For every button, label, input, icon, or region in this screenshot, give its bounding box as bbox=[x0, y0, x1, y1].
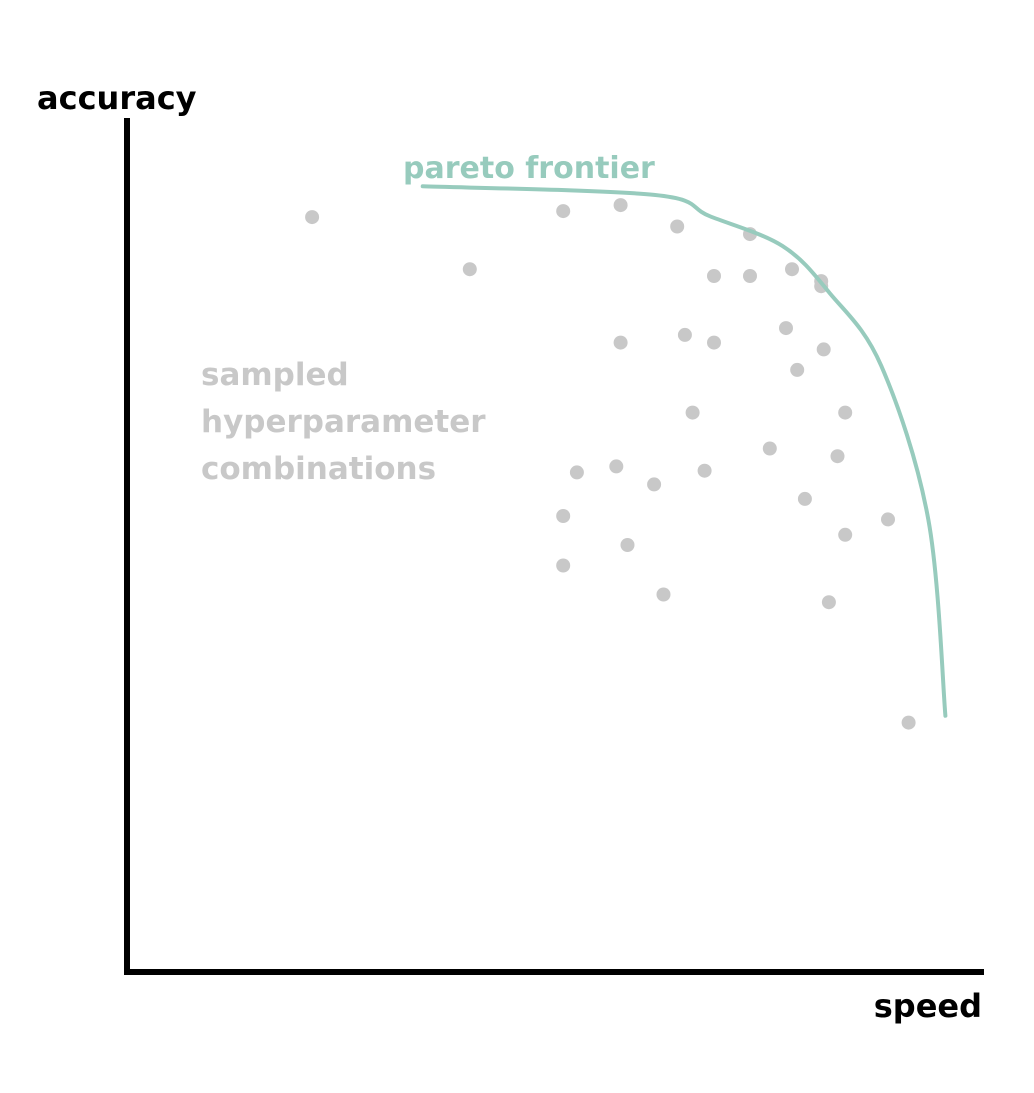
sample-point bbox=[613, 335, 628, 350]
sample-point bbox=[707, 335, 721, 350]
x-axis-title: speed bbox=[874, 987, 982, 1025]
sample-point bbox=[569, 465, 584, 480]
sample-point bbox=[670, 219, 685, 234]
sample-point bbox=[785, 262, 799, 277]
sample-point bbox=[707, 269, 721, 283]
sample-point bbox=[830, 449, 845, 464]
sample-point bbox=[901, 715, 916, 730]
sample-point bbox=[647, 477, 662, 492]
sample-point bbox=[779, 321, 793, 336]
sample-point bbox=[462, 262, 477, 277]
samples-annotation-line: combinations bbox=[201, 451, 436, 487]
y-axis-title: accuracy bbox=[37, 79, 197, 117]
sample-point bbox=[556, 204, 571, 219]
sample-point bbox=[613, 198, 628, 213]
sample-point bbox=[790, 362, 805, 377]
sample-point bbox=[838, 405, 853, 420]
sample-point bbox=[821, 595, 836, 610]
sample-point bbox=[797, 491, 812, 506]
sample-point bbox=[620, 538, 635, 552]
sample-point bbox=[838, 527, 853, 542]
sample-point bbox=[609, 459, 624, 474]
sample-point bbox=[743, 269, 757, 283]
sample-point bbox=[762, 441, 777, 456]
samples-annotation-line: sampled bbox=[201, 357, 349, 393]
sample-point bbox=[685, 405, 700, 420]
sample-point bbox=[656, 587, 671, 602]
sample-point bbox=[305, 210, 320, 225]
sample-points bbox=[305, 198, 916, 730]
frontier-line bbox=[420, 184, 948, 718]
samples-annotation-line: hyperparameter bbox=[201, 404, 486, 440]
frontier-label: pareto frontier bbox=[403, 151, 655, 186]
sample-point bbox=[677, 327, 692, 342]
sample-point bbox=[556, 509, 571, 523]
sample-point bbox=[556, 558, 571, 573]
samples-annotation: sampled hyperparameter combinations bbox=[201, 357, 496, 487]
sample-point bbox=[697, 463, 712, 478]
sample-point bbox=[816, 342, 831, 357]
sample-point bbox=[881, 512, 895, 527]
